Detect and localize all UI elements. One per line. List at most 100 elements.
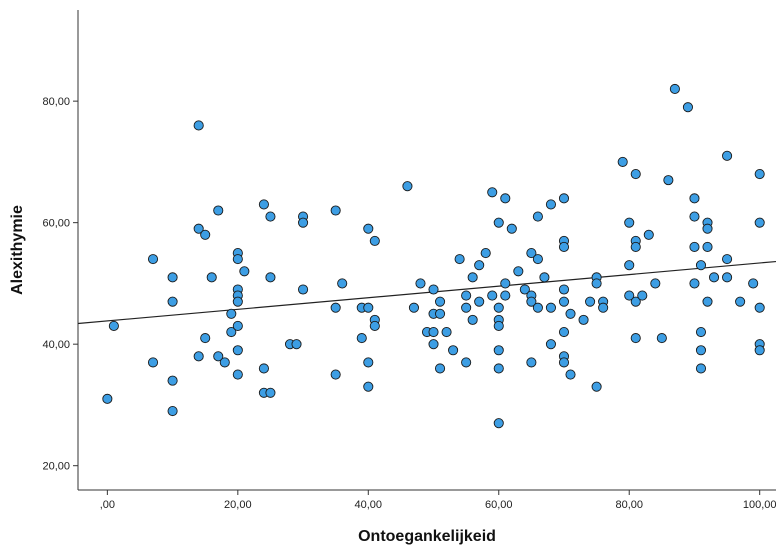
data-point — [200, 229, 211, 240]
data-point — [689, 193, 700, 204]
y-tick-label: 60,00 — [42, 218, 70, 230]
data-point — [461, 302, 472, 313]
data-point — [232, 296, 243, 307]
data-point — [689, 241, 700, 253]
data-point — [461, 357, 472, 368]
data-point — [493, 217, 504, 228]
data-point — [467, 272, 478, 283]
data-point — [454, 254, 465, 265]
data-point — [754, 169, 765, 180]
data-point — [748, 278, 759, 289]
data-point — [558, 326, 570, 338]
data-point — [578, 314, 589, 325]
data-point — [630, 296, 641, 307]
data-point — [565, 308, 576, 319]
x-tick-label: 100,00 — [743, 499, 776, 511]
data-point — [232, 254, 243, 265]
y-tick-label: 80,00 — [42, 96, 70, 108]
y-tick-label: 40,00 — [42, 339, 70, 351]
data-point — [630, 241, 641, 253]
data-point — [493, 320, 504, 331]
data-point — [167, 296, 178, 307]
data-point — [695, 363, 707, 374]
data-point — [663, 175, 674, 186]
data-point — [226, 326, 237, 338]
x-tick-label: 40,00 — [355, 499, 383, 511]
data-point — [428, 339, 439, 350]
data-point — [532, 211, 543, 222]
data-point — [369, 320, 380, 331]
data-point — [526, 357, 537, 368]
data-point — [147, 357, 159, 368]
data-point — [689, 211, 700, 222]
data-point — [630, 169, 641, 180]
data-point — [656, 333, 667, 344]
data-point — [474, 260, 485, 271]
data-point — [487, 290, 498, 301]
data-point — [637, 290, 648, 301]
x-axis-title: Ontoegankelijkeid — [358, 528, 496, 545]
fit-line — [77, 260, 776, 325]
data-point — [434, 363, 446, 374]
data-point — [545, 302, 556, 313]
data-point — [369, 235, 380, 246]
data-point — [330, 302, 341, 313]
data-point — [102, 393, 113, 404]
data-point — [356, 333, 367, 344]
data-point — [689, 278, 700, 289]
data-point — [265, 387, 276, 398]
data-point — [330, 205, 341, 216]
data-point — [702, 241, 713, 253]
data-point — [167, 272, 178, 283]
data-point — [558, 296, 570, 307]
data-point — [500, 278, 511, 289]
data-point — [147, 254, 159, 265]
data-point — [441, 326, 452, 338]
data-point — [232, 369, 243, 380]
data-point — [702, 223, 713, 234]
data-point — [702, 296, 713, 307]
data-point — [598, 302, 609, 313]
data-point — [193, 120, 204, 131]
data-point — [532, 254, 543, 265]
data-point — [337, 278, 348, 289]
data-point — [519, 284, 530, 295]
data-point — [722, 272, 733, 283]
data-point — [226, 308, 237, 319]
data-point — [643, 229, 654, 240]
data-point — [695, 345, 707, 356]
data-point — [428, 284, 439, 295]
data-point — [265, 211, 276, 222]
data-point — [493, 302, 504, 313]
x-tick-label: 60,00 — [485, 499, 513, 511]
data-point — [167, 405, 178, 417]
data-point — [467, 314, 478, 325]
data-point — [363, 302, 374, 313]
data-point — [239, 266, 250, 277]
data-point — [708, 272, 720, 283]
data-point — [754, 345, 765, 356]
data-point — [513, 266, 524, 277]
data-points — [102, 83, 765, 429]
data-point — [434, 308, 446, 319]
x-tick-label: 20,00 — [224, 499, 252, 511]
data-point — [474, 296, 485, 307]
data-point — [500, 193, 511, 204]
data-point — [558, 284, 570, 295]
data-point — [539, 272, 550, 283]
data-point — [735, 296, 746, 307]
data-point — [213, 205, 224, 216]
data-point — [558, 193, 570, 204]
data-point — [219, 357, 230, 368]
data-point — [545, 339, 556, 350]
data-point — [461, 290, 472, 301]
data-point — [695, 260, 707, 271]
data-point — [402, 181, 413, 192]
data-point — [526, 296, 537, 307]
data-point — [493, 363, 504, 374]
data-point — [591, 381, 602, 392]
data-point — [493, 345, 504, 356]
data-point — [108, 320, 119, 331]
data-point — [617, 156, 628, 167]
data-point — [506, 223, 517, 234]
